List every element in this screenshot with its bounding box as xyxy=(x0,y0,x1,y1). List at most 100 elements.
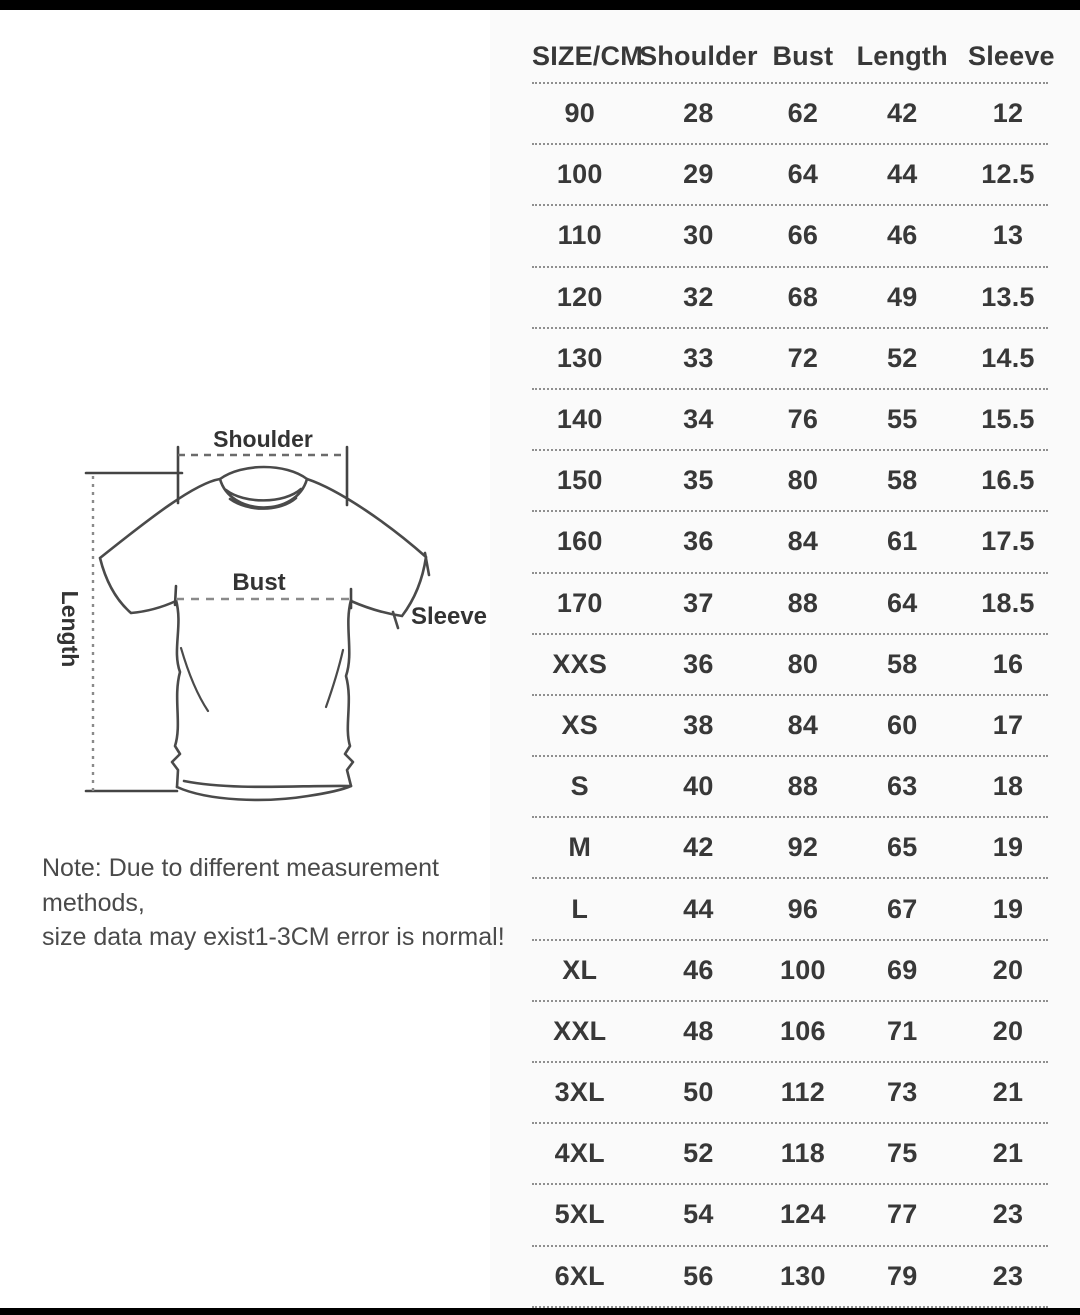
table-cell: 44 xyxy=(886,159,918,190)
table-cell: 76 xyxy=(787,404,819,435)
table-row: 140 34 76 55 15.5 xyxy=(532,390,1048,452)
table-row: 100 29 64 44 12.5 xyxy=(532,145,1048,207)
table-row: 5XL 54 124 77 23 xyxy=(532,1185,1048,1247)
table-cell: 52 xyxy=(886,342,918,373)
table-cell: L xyxy=(571,893,589,924)
bust-label: Bust xyxy=(232,569,285,596)
table-row: L 44 96 67 19 xyxy=(532,879,1048,941)
table-cell: 92 xyxy=(787,832,819,863)
table-cell: 14.5 xyxy=(981,342,1035,373)
table-cell: 79 xyxy=(886,1260,918,1291)
column-header-sleeve: Sleeve xyxy=(968,40,1055,71)
tshirt-left-side xyxy=(170,598,182,789)
table-cell: 160 xyxy=(556,526,603,557)
table-row: 90 28 62 42 12 xyxy=(532,84,1048,146)
table-cell: 88 xyxy=(787,771,819,802)
table-cell: 71 xyxy=(886,1015,918,1046)
sleeve-label: Sleeve xyxy=(411,603,487,630)
table-row: XL 46 100 69 20 xyxy=(532,941,1048,1002)
column-header-length: Length xyxy=(856,40,948,71)
table-cell: 49 xyxy=(886,281,918,312)
tshirt-left-sleeve xyxy=(98,477,222,615)
table-cell: 12.5 xyxy=(981,159,1035,190)
table-cell: 19 xyxy=(992,893,1024,924)
table-cell: 84 xyxy=(787,526,819,557)
table-cell: 80 xyxy=(787,648,819,679)
tshirt-hem xyxy=(175,779,353,802)
table-cell: 130 xyxy=(556,342,603,373)
measurement-note: Note: Due to different measurement metho… xyxy=(42,851,512,955)
table-cell: 19 xyxy=(992,832,1024,863)
table-cell: 48 xyxy=(683,1015,714,1046)
table-cell: 100 xyxy=(556,159,603,190)
table-cell: 58 xyxy=(886,648,918,679)
length-label: Length xyxy=(57,591,83,668)
size-table-body: 90 28 62 42 12 100 29 64 44 12.5 110 30 66 46 13 120 32 6… xyxy=(532,84,1048,1308)
bust-end-ticks xyxy=(173,584,353,610)
table-cell: 130 xyxy=(780,1260,826,1291)
table-cell: 80 xyxy=(787,465,819,496)
table-cell: 170 xyxy=(556,587,603,618)
shoulder-end-ticks xyxy=(176,445,349,507)
table-cell: 55 xyxy=(886,404,918,435)
table-cell: 37 xyxy=(683,587,714,618)
table-cell: 140 xyxy=(556,404,603,435)
table-cell: 60 xyxy=(886,709,918,740)
table-row: XS 38 84 60 17 xyxy=(532,696,1048,758)
table-cell: 63 xyxy=(886,771,918,802)
table-row: XXS 36 80 58 16 xyxy=(532,635,1048,696)
table-cell: 56 xyxy=(683,1260,714,1291)
table-cell: 33 xyxy=(683,342,714,373)
table-row: XXL 48 106 71 20 xyxy=(532,1002,1048,1063)
column-header-bust: Bust xyxy=(772,40,834,71)
table-cell: 118 xyxy=(780,1138,825,1169)
table-cell: 12 xyxy=(992,98,1024,129)
table-row: 110 30 66 46 13 xyxy=(532,206,1048,268)
table-row: 4XL 52 118 75 21 xyxy=(532,1124,1048,1186)
table-cell: 28 xyxy=(683,98,714,129)
column-header-size-cm: SIZE/CM xyxy=(532,40,643,71)
tshirt-measurement-diagram: Shoulder Bust Sleeve Length xyxy=(57,426,487,802)
table-row: 170 37 88 64 18.5 xyxy=(532,574,1048,635)
table-cell: 30 xyxy=(683,220,714,251)
table-cell: XL xyxy=(562,954,598,985)
sleeve-measure-ticks xyxy=(391,551,431,630)
table-cell: 21 xyxy=(992,1138,1024,1169)
size-table: SIZE/CM Shoulder Bust Length Sleeve 90 28 62 42… xyxy=(532,10,1055,1308)
tshirt-wrinkles xyxy=(179,646,345,713)
table-cell: 69 xyxy=(886,954,918,985)
note-line-2: size data may exist1-3CM error is normal… xyxy=(42,923,505,951)
table-cell: 15.5 xyxy=(981,404,1035,435)
table-cell: 17 xyxy=(992,709,1024,740)
table-cell: 61 xyxy=(886,526,918,557)
table-cell: 120 xyxy=(556,281,603,312)
bottom-frame-bar xyxy=(0,1308,1080,1315)
table-row: 130 33 72 52 14.5 xyxy=(532,329,1048,390)
table-cell: 42 xyxy=(886,98,918,129)
table-row: 150 35 80 58 16.5 xyxy=(532,451,1048,513)
table-cell: 13 xyxy=(992,220,1024,251)
table-cell: 13.5 xyxy=(981,281,1035,312)
table-cell: 64 xyxy=(886,587,918,618)
table-cell: 75 xyxy=(886,1138,918,1169)
table-cell: 42 xyxy=(683,832,714,863)
table-cell: XS xyxy=(561,709,598,740)
table-cell: 90 xyxy=(564,98,595,129)
table-cell: 52 xyxy=(683,1138,714,1169)
table-cell: 4XL xyxy=(554,1138,605,1169)
table-cell: 29 xyxy=(683,159,714,190)
tshirt-collar xyxy=(218,465,309,510)
table-cell: 23 xyxy=(992,1199,1024,1230)
table-cell: 84 xyxy=(787,709,819,740)
shoulder-label: Shoulder xyxy=(213,426,313,452)
column-header-shoulder: Shoulder xyxy=(639,40,758,71)
table-cell: 54 xyxy=(683,1199,714,1230)
table-cell: 150 xyxy=(556,465,603,496)
table-cell: 17.5 xyxy=(981,526,1035,557)
table-cell: 35 xyxy=(683,465,714,496)
table-background-panel xyxy=(490,10,1080,1308)
table-cell: S xyxy=(570,771,589,802)
table-cell: 6XL xyxy=(554,1260,605,1291)
length-end-ticks xyxy=(84,471,184,793)
table-cell: 23 xyxy=(992,1260,1024,1291)
